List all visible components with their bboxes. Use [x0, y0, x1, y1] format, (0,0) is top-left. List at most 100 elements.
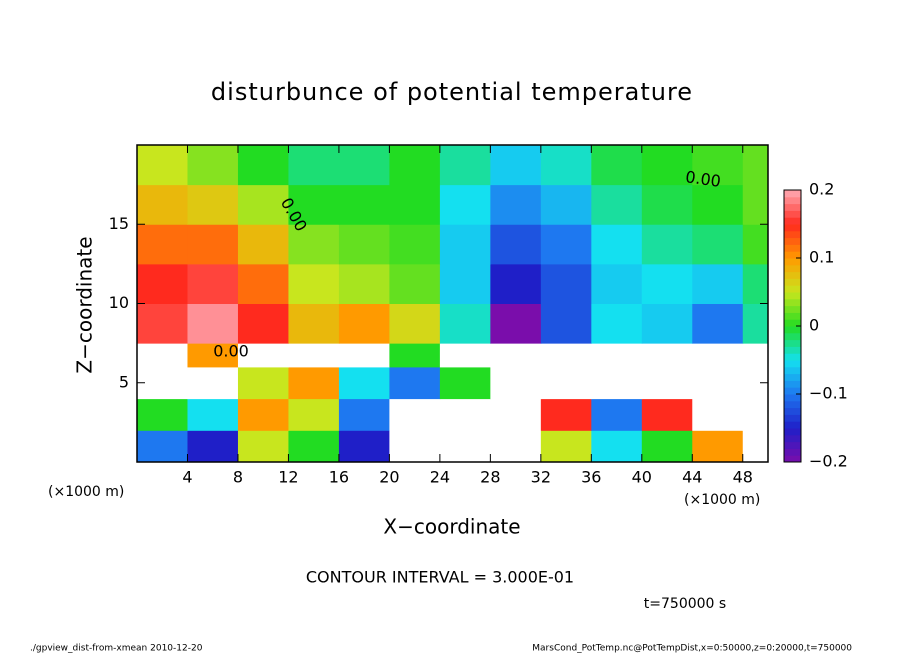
colorbar-segment [784, 224, 801, 232]
x-tick-label: 44 [682, 468, 702, 487]
heatmap-cell [641, 303, 693, 344]
heatmap-cell [742, 263, 769, 304]
colorbar-segment [784, 203, 801, 211]
x-unit-label: (×1000 m) [48, 484, 124, 500]
heatmap-cell [490, 224, 542, 265]
heatmap-cell [137, 430, 188, 463]
heatmap-cell [288, 303, 340, 344]
heatmap-cell [288, 366, 340, 400]
x-tick-label: 24 [430, 468, 450, 487]
colorbar-segment [784, 414, 801, 422]
colorbar-segment [784, 285, 801, 293]
contour-label: 0.00 [684, 167, 722, 191]
heatmap-cell [742, 145, 769, 186]
heatmap-cell [389, 184, 441, 225]
colorbar-tick-label: 0 [809, 316, 819, 335]
colorbar-segment [784, 455, 801, 463]
heatmap-cell [338, 366, 390, 400]
heatmap-cell [389, 343, 441, 368]
heatmap-cell [439, 184, 491, 225]
colorbar-segment [784, 373, 801, 381]
heatmap-cell [742, 303, 769, 344]
heatmap-cell [540, 145, 592, 186]
heatmap-cell [389, 303, 441, 344]
heatmap-cell [540, 343, 592, 368]
colorbar-segment [784, 332, 801, 341]
heatmap-cell [490, 303, 542, 344]
heatmap-cell [692, 398, 744, 431]
heatmap-cell [338, 263, 390, 304]
heatmap-cell [591, 430, 643, 463]
colorbar-segment [784, 210, 801, 218]
heatmap-cell [237, 430, 289, 463]
colorbar-segment [784, 251, 801, 259]
colorbar-segment [784, 448, 801, 456]
colorbar-segment [784, 264, 801, 273]
heatmap-cell [389, 398, 441, 431]
heatmap-cell [137, 145, 188, 186]
colorbar-segment [784, 196, 801, 205]
heatmap-cell [389, 366, 441, 400]
colorbar-segment [784, 230, 801, 239]
colorbar-segment [784, 244, 801, 252]
colorbar-tick-label: −0.1 [809, 384, 848, 403]
heatmap-cell [439, 430, 491, 463]
colorbar-segment [784, 339, 801, 347]
footer-right: MarsCond_PotTemp.nc@PotTempDist,x=0:5000… [532, 644, 852, 654]
colorbar-segment [784, 278, 801, 286]
heatmap-cell [237, 343, 289, 368]
heatmap-cell [187, 263, 239, 304]
heatmap-cell [692, 366, 744, 400]
colorbar-segment [784, 312, 801, 320]
heatmap-cell [137, 263, 188, 304]
footer-left: ./gpview_dist-from-xmean 2010-12-20 [30, 644, 203, 654]
heatmap-cell [137, 303, 188, 344]
heatmap-cell [692, 303, 744, 344]
heatmap-cell [338, 303, 390, 344]
heatmap-cell [288, 145, 340, 186]
heatmap-cell [187, 145, 239, 186]
heatmap-cell [591, 263, 643, 304]
heatmap-cell [137, 184, 188, 225]
heatmap-cell [742, 430, 769, 463]
heatmap-cell [389, 224, 441, 265]
colorbar-segment [784, 400, 801, 409]
heatmap-cell [591, 303, 643, 344]
x-axis-label: X−coordinate [383, 515, 520, 539]
x-tick-label: 28 [480, 468, 500, 487]
heatmap-cell [389, 263, 441, 304]
heatmap-cell [641, 263, 693, 304]
contour-interval: CONTOUR INTERVAL = 3.000E-01 [306, 568, 574, 587]
heatmap-cell [591, 184, 643, 225]
x-tick-label: 16 [329, 468, 349, 487]
heatmap-cell [187, 303, 239, 344]
heatmap-cell [338, 430, 390, 463]
heatmap-cell [692, 184, 744, 225]
heatmap-cell [137, 366, 188, 400]
colorbar-segment [784, 353, 801, 361]
heatmap-cell [439, 224, 491, 265]
heatmap-cell [338, 145, 390, 186]
y-tick-label: 10 [109, 293, 129, 312]
heatmap-cell [490, 263, 542, 304]
colorbar-tick-label: −0.2 [809, 452, 848, 471]
heatmap-cell [439, 366, 491, 400]
colorbar-segment [784, 428, 801, 436]
x-tick-label: 32 [531, 468, 551, 487]
colorbar-segment [784, 434, 801, 443]
heatmap-cell [439, 263, 491, 304]
heatmap-cell [439, 303, 491, 344]
chart-title: disturbunce of potential temperature [211, 78, 693, 106]
colorbar-segment [784, 319, 801, 327]
heatmap-cell [137, 224, 188, 265]
y-tick-label: 5 [119, 372, 129, 391]
heatmap-cell [137, 398, 188, 431]
heatmap-cell [692, 430, 744, 463]
heatmap-cell [137, 343, 188, 368]
heatmap-cell [490, 184, 542, 225]
heatmap-cell [389, 430, 441, 463]
colorbar-tick-label: 0.2 [809, 180, 834, 199]
heatmap-cell [591, 343, 643, 368]
heatmap-cell [540, 366, 592, 400]
